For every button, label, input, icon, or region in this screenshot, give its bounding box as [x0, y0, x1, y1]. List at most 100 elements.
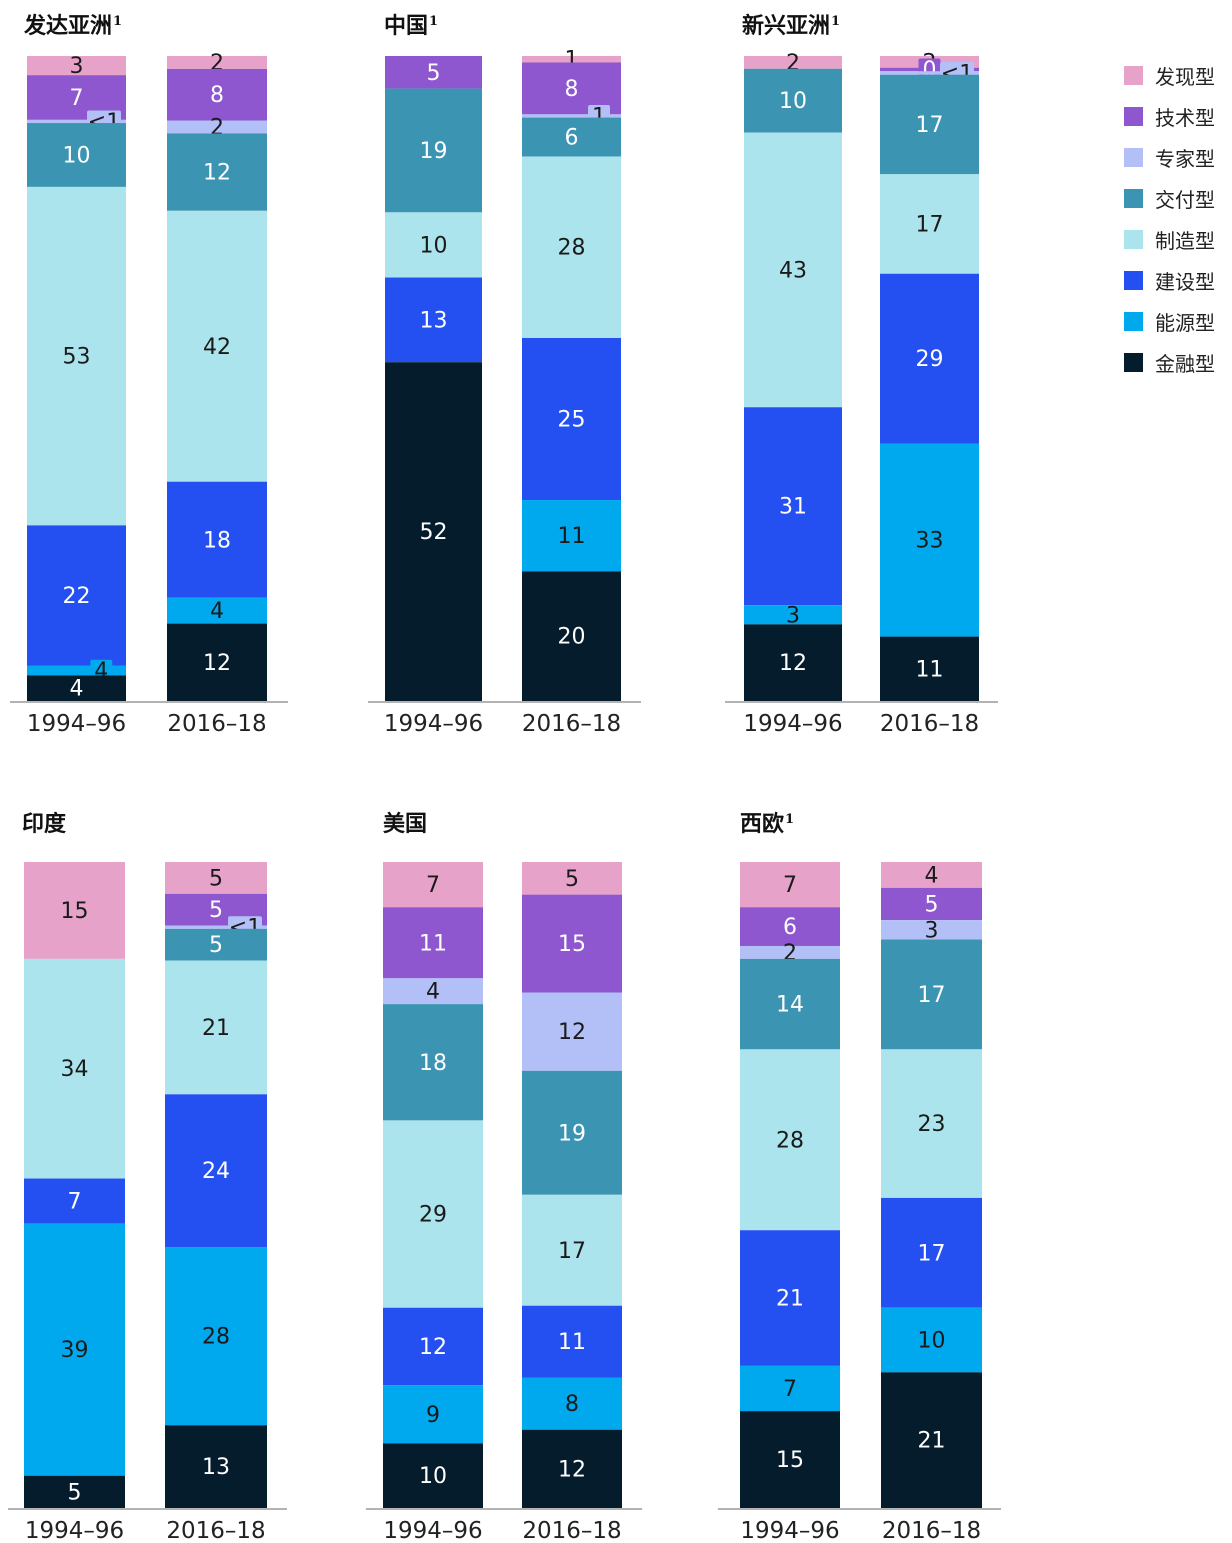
segment-value-label: 4 — [426, 980, 440, 1005]
x-tick-label: 1994–96 — [25, 1518, 124, 1543]
chart-panel: 美国 7 11 4 18 29 12 9 10 1994–96 5 15 12 19 17 11 8 12 2016… — [366, 811, 642, 1543]
segment-value-label: 19 — [558, 1121, 586, 1146]
bar-segment — [383, 978, 483, 1005]
bar-segment — [740, 945, 840, 959]
bar-segment — [740, 907, 840, 946]
bar-segment — [881, 939, 982, 1050]
segment-value-label: 25 — [558, 408, 586, 433]
segment-value-label: 17 — [918, 1241, 946, 1266]
segment-value-label: 7 — [783, 873, 797, 898]
segment-value-label: 5 — [925, 893, 939, 918]
bar-segment — [880, 74, 979, 175]
bar-segment — [24, 862, 125, 959]
bar-segment — [522, 117, 621, 157]
bar-segment — [167, 56, 267, 69]
panel-title: 美国 — [383, 811, 427, 837]
bar-segment — [383, 1307, 483, 1386]
bar-segment — [880, 273, 979, 444]
panel-title: 发达亚洲1 — [23, 13, 122, 39]
bar-segment — [880, 443, 979, 637]
bar-segment — [522, 1429, 622, 1508]
bar-segment — [167, 481, 267, 598]
segment-value-label: 12 — [419, 1335, 447, 1360]
legend-label: 金融型 — [1155, 352, 1215, 376]
segment-value-label: 28 — [558, 236, 586, 261]
x-tick-label: 2016–18 — [522, 1518, 621, 1543]
segment-value-label: 29 — [419, 1203, 447, 1228]
bar-segment — [165, 1094, 267, 1248]
segment-value-label: 12 — [203, 651, 231, 676]
bar-segment — [740, 862, 840, 908]
legend-swatch — [1124, 66, 1143, 85]
x-tick-label: 2016–18 — [882, 1518, 981, 1543]
segment-value-label: 21 — [776, 1287, 804, 1312]
segment-value-label: 43 — [779, 258, 807, 283]
segment-value-label: 22 — [63, 584, 91, 609]
x-tick-label: 1994–96 — [383, 1518, 482, 1543]
segment-value-label: 12 — [779, 651, 807, 676]
bar-segment — [385, 212, 482, 278]
bar-segment — [522, 1070, 622, 1195]
bar-segment — [522, 337, 621, 501]
bar-segment — [744, 624, 842, 701]
chart-panel: 西欧17621428217151994–9645317231710212016–… — [718, 811, 1001, 1543]
chart-panel: 发达亚洲137<1105322441994–962821242184122016… — [10, 13, 288, 737]
bar-segment — [165, 960, 267, 1095]
bar-segment — [27, 665, 126, 676]
segment-value-label: 7 — [783, 1377, 797, 1402]
segment-value-label: 10 — [779, 89, 807, 114]
bar-segment — [881, 1307, 982, 1373]
x-tick-label: 2016–18 — [167, 711, 266, 737]
segment-value-label: 17 — [918, 983, 946, 1008]
segment-value-label: 17 — [916, 213, 944, 238]
footnote-marker: 1 — [831, 14, 840, 29]
legend-swatch — [1124, 107, 1143, 126]
bar-segment — [744, 132, 842, 408]
bar-segment — [27, 56, 126, 76]
panel-title: 中国1 — [384, 13, 438, 39]
legend-label: 能源型 — [1155, 311, 1215, 335]
segment-value-label: 14 — [776, 993, 804, 1018]
bar-segment — [165, 1247, 267, 1426]
bar-segment — [740, 1365, 840, 1412]
bar-segment — [522, 862, 622, 895]
bar-segment — [165, 862, 267, 894]
bar-segment — [167, 210, 267, 482]
segment-value-label: 5 — [209, 933, 223, 958]
legend-label: 交付型 — [1155, 188, 1215, 212]
legend-label: 专家型 — [1155, 147, 1215, 171]
legend-swatch — [1124, 271, 1143, 290]
segment-value-label: 15 — [776, 1448, 804, 1473]
bar-segment — [880, 174, 979, 274]
chart-panel: 新兴亚洲121043313121994–9620<117172933112016… — [725, 13, 998, 737]
segment-value-label: 18 — [203, 528, 231, 553]
bar-segment — [167, 120, 267, 134]
bar-segment — [383, 862, 483, 908]
segment-value-label: 31 — [779, 495, 807, 520]
legend-label: 发现型 — [1155, 65, 1215, 89]
bar-segment — [881, 1049, 982, 1198]
segment-value-label: 12 — [203, 161, 231, 186]
segment-value-label: 29 — [916, 347, 944, 372]
segment-value-label: 10 — [420, 233, 448, 258]
segment-value-label: 5 — [427, 61, 441, 86]
x-tick-label: 1994–96 — [743, 711, 842, 737]
segment-value-label: 53 — [63, 345, 91, 370]
segment-value-label: 23 — [918, 1112, 946, 1137]
segment-value-label: 12 — [558, 1020, 586, 1045]
segment-value-label: 19 — [420, 139, 448, 164]
bar-segment — [385, 56, 482, 89]
segment-value-label: 33 — [916, 529, 944, 554]
segment-value-label: 13 — [202, 1455, 230, 1480]
bar-segment — [383, 1120, 483, 1308]
footnote-marker: 1 — [113, 14, 122, 29]
footnote-marker: 1 — [429, 14, 438, 29]
segment-value-label: 7 — [426, 873, 440, 898]
bar-segment — [522, 571, 621, 701]
legend-swatch — [1124, 230, 1143, 249]
panel-title: 西欧1 — [740, 811, 794, 837]
segment-value-label: 4 — [210, 599, 224, 624]
